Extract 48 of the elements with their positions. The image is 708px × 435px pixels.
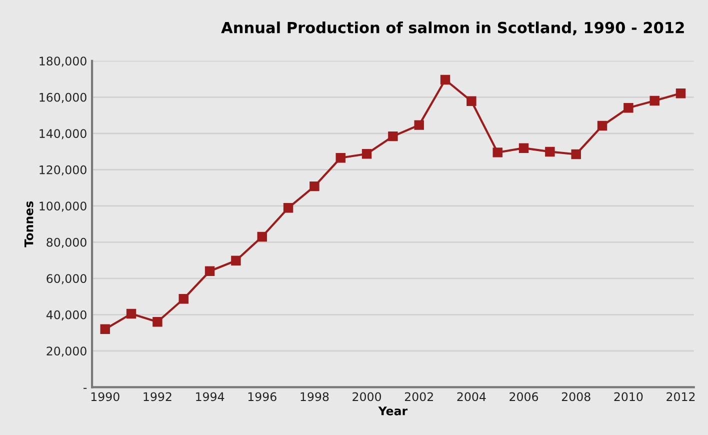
x-tick-label: 2010 [614,392,643,402]
x-tick-label: 1992 [144,392,172,402]
point [440,74,450,85]
point [257,232,267,242]
point [676,88,686,98]
y-tick-label: 40,000 [46,310,86,321]
point [178,294,188,304]
point [466,96,476,106]
x-tick-label: 2008 [562,392,590,402]
y-tick-label: 60,000 [46,274,86,284]
x-tick-label: 1990 [91,392,120,402]
point [152,317,162,327]
chart-title: Annual Production of salmon in Scotland, 1990 - 2012 [221,22,684,36]
x-tick-label: 1996 [248,392,276,402]
y-tick-label: 100,000 [40,202,86,212]
y-tick-label: 140,000 [40,129,86,140]
y-axis-title: Tonnes [24,201,34,248]
point [362,149,372,159]
y-tick-label: 80,000 [46,238,86,248]
y-tick-label: 120,000 [40,165,86,176]
y-tick-label: - [83,388,87,389]
x-tick-label: 1998 [300,392,329,402]
point [414,120,424,130]
x-tick-label: 2002 [404,392,433,402]
point [100,324,110,334]
point [388,131,398,142]
point [310,181,320,192]
point [336,153,346,163]
point [571,149,581,160]
x-tick-label: 2012 [666,392,695,402]
x-tick-label: 2004 [457,392,486,402]
point [492,148,502,158]
x-tick-label: 2000 [352,392,382,402]
point [126,308,136,319]
y-tick-label: 20,000 [46,346,86,357]
point [231,256,241,266]
point [204,266,215,276]
y-tick-label: 180,000 [40,56,86,67]
y-tick-label: 160,000 [40,92,86,104]
point [650,96,660,106]
x-axis-title: Year [378,406,408,416]
x-tick-label: 2006 [510,392,538,402]
point [597,120,608,131]
point [518,143,529,153]
point [545,146,555,157]
point [283,203,294,213]
point [624,102,634,113]
x-tick-label: 1994 [196,392,224,402]
